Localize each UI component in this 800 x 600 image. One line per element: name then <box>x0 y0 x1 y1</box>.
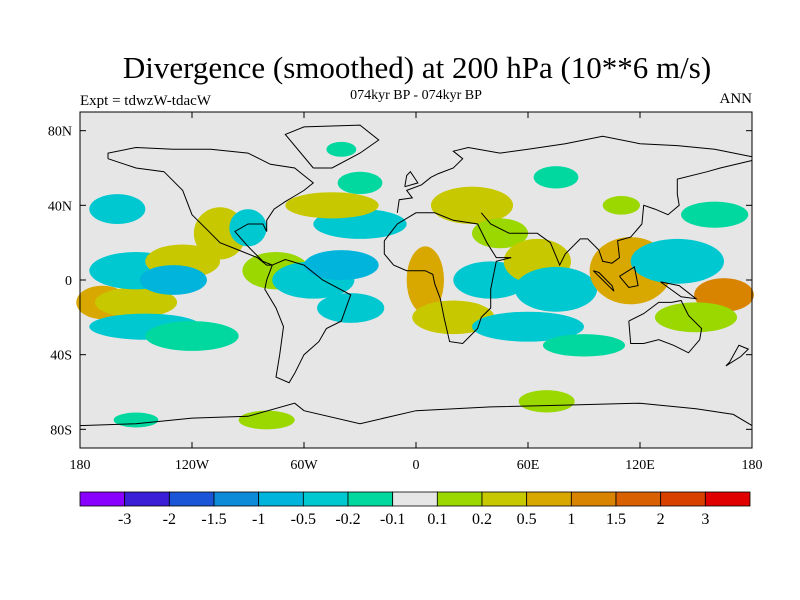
field-patch-3 <box>145 321 239 351</box>
coastline-segment-3 <box>396 135 753 213</box>
colorbar-label: 0.5 <box>517 511 537 528</box>
colorbar-label: 0.2 <box>472 511 492 528</box>
field-patch-15 <box>337 171 383 195</box>
field-patch-33 <box>654 302 738 333</box>
colorbar-swatch <box>660 491 706 507</box>
y-tick-label: 40S <box>50 349 72 364</box>
coastlines <box>79 124 753 427</box>
field-patch-29 <box>602 196 640 215</box>
field-patch-14 <box>285 192 379 219</box>
colorbar-label: 3 <box>701 511 709 528</box>
colorbar-swatch <box>168 491 215 507</box>
y-tick-label: 0 <box>65 274 72 289</box>
colorbar-swatch <box>392 491 438 507</box>
colorbar-label: -0.5 <box>291 511 316 528</box>
field-patch-27 <box>518 390 575 413</box>
field-patch-36 <box>238 410 295 430</box>
coastline-segment-0 <box>107 146 315 266</box>
page-title: Divergence (smoothed) at 200 hPa (10**6 … <box>122 50 712 85</box>
coastline-segment-7 <box>592 270 615 292</box>
field-patch-20 <box>430 186 514 224</box>
x-axis-ticks: 180 120W 60W 0 60E 120E 180 <box>70 112 763 473</box>
field-patch-18 <box>406 246 445 314</box>
x-tick-label: 0 <box>413 458 420 473</box>
coastline-segment-6 <box>79 402 753 427</box>
field-patch-24 <box>514 266 598 312</box>
field-patch-26 <box>542 334 626 357</box>
x-tick-label: 180 <box>70 458 91 473</box>
divergence-field <box>76 141 754 430</box>
y-tick-label: 40N <box>48 199 72 214</box>
coastline-segment-10 <box>725 344 750 367</box>
time-period-label: 074kyr BP - 074kyr BP <box>350 88 482 103</box>
colorbar-swatch <box>347 491 394 507</box>
field-patch-17 <box>317 293 385 323</box>
field-patch-35 <box>113 412 159 428</box>
field-patch-34 <box>681 201 749 228</box>
colorbar-swatch <box>526 491 572 507</box>
colorbar-label: 1.5 <box>606 511 626 528</box>
colorbar-label: -0.2 <box>335 511 360 528</box>
colorbar-label: -3 <box>118 511 131 528</box>
x-tick-label: 180 <box>742 458 763 473</box>
colorbar-swatch <box>79 491 126 507</box>
coastline-segment-4 <box>480 160 753 267</box>
x-tick-label: 120W <box>175 458 210 473</box>
colorbar-swatch <box>615 491 662 507</box>
field-patch-16 <box>326 141 357 157</box>
x-tick-label: 120E <box>625 458 655 473</box>
season-label: ANN <box>719 91 753 107</box>
colorbar-swatch <box>570 491 617 507</box>
experiment-label: Expt = tdwzW-tdacW <box>80 93 211 109</box>
colorbar-label: -1 <box>252 511 265 528</box>
coastline-segment-5 <box>628 299 703 354</box>
colorbar-swatch <box>704 491 751 507</box>
colorbar-swatch <box>213 491 260 507</box>
colorbar-swatch <box>258 491 304 507</box>
colorbar: -3 -2 -1.5 -1 -0.5 -0.2 -0.1 0.1 0.2 0.5 1 1.5 2 3 <box>79 491 751 528</box>
field-patch-12 <box>304 250 379 280</box>
y-tick-label: 80S <box>50 423 72 438</box>
colorbar-swatch <box>124 491 170 507</box>
coastline-segment-11 <box>284 124 380 169</box>
y-tick-label: 80N <box>48 125 72 140</box>
field-patch-6 <box>139 265 207 295</box>
field-patch-9 <box>229 209 267 247</box>
field-patch-7 <box>89 194 146 224</box>
coastline-segment-8 <box>619 266 639 289</box>
colorbar-swatch <box>436 491 483 507</box>
coastline-segment-9 <box>660 281 698 300</box>
y-axis-ticks: 80N 40N 0 40S 80S <box>48 125 752 438</box>
colorbar-label: 1 <box>567 511 575 528</box>
field-patch-1 <box>94 287 178 318</box>
field-patch-28 <box>533 166 579 189</box>
coastline-segment-2 <box>383 212 512 345</box>
coastline-segment-12 <box>404 170 419 188</box>
colorbar-swatch <box>481 491 528 507</box>
colorbar-label: 0.1 <box>427 511 447 528</box>
colorbar-label: 2 <box>657 511 665 528</box>
field-patch-25 <box>472 311 584 342</box>
field-patch-31 <box>630 238 724 284</box>
colorbar-label: -0.1 <box>380 511 405 528</box>
x-tick-label: 60E <box>517 458 540 473</box>
colorbar-label: -1.5 <box>201 511 226 528</box>
colorbar-swatch <box>302 491 349 507</box>
colorbar-label: -2 <box>163 511 176 528</box>
coastline-segment-1 <box>264 258 352 384</box>
x-tick-label: 60W <box>290 458 318 473</box>
